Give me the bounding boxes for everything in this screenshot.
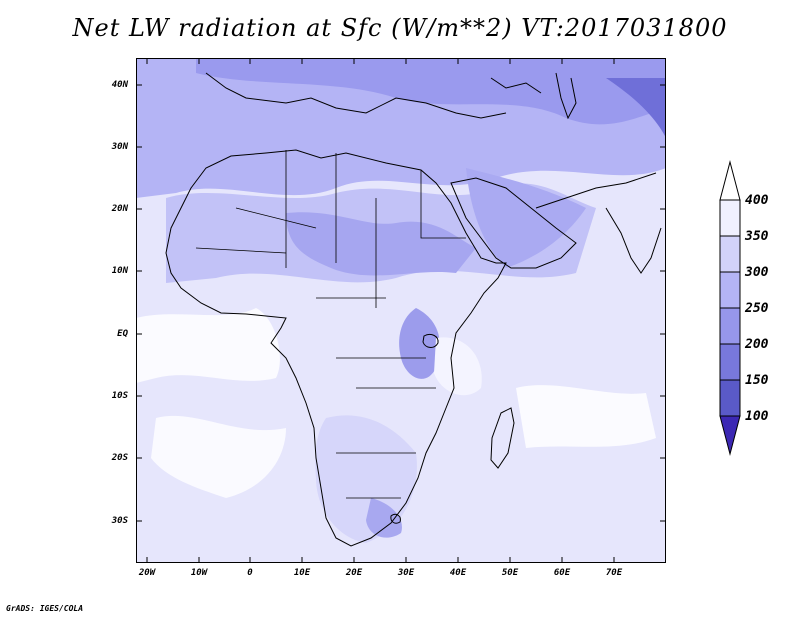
colorbar-swatch	[719, 271, 741, 309]
madagascar-outline	[490, 407, 515, 469]
x-tick-label: 0	[247, 568, 253, 578]
x-tick-label: 20W	[138, 568, 156, 578]
y-tick-label: 30S	[111, 516, 128, 526]
field-east-africa-clear	[434, 337, 482, 396]
india-coast	[605, 207, 662, 274]
y-tick-label: 10N	[111, 266, 128, 276]
arabia-outline	[450, 177, 577, 269]
colorbar-swatch	[719, 307, 741, 345]
x-tick-label: 20E	[345, 568, 363, 578]
colorbar-top-arrow	[719, 160, 741, 201]
x-tick-label: 10E	[293, 568, 311, 578]
legend-label: 200	[745, 337, 769, 352]
colorbar-bottom-arrow	[719, 415, 741, 456]
field-sahel-dark	[286, 212, 476, 276]
black-sea-coast	[490, 77, 542, 94]
map-svg	[136, 58, 666, 563]
legend-label: 350	[745, 229, 769, 244]
legend-label: 250	[745, 301, 769, 316]
country-borders	[195, 150, 466, 499]
field-atlantic-clear	[136, 308, 280, 383]
y-tick-label: 30N	[111, 142, 128, 152]
field-himalaya-dark	[606, 78, 666, 138]
legend-label: 150	[745, 373, 769, 388]
x-tick-label: 10W	[190, 568, 208, 578]
map-frame	[136, 58, 666, 563]
legend-label: 400	[745, 193, 769, 208]
x-tick-label: 40E	[449, 568, 467, 578]
y-tick-label: 20N	[111, 204, 128, 214]
legend-label: 300	[745, 265, 769, 280]
colorbar-swatch	[719, 199, 741, 237]
grads-credit: GrADS: IGES/COLA	[6, 604, 84, 613]
axis-ticks	[136, 58, 666, 563]
y-tick-label: 20S	[111, 453, 128, 463]
y-tick-label: EQ	[117, 329, 128, 339]
africa-outline	[165, 149, 507, 547]
chart-title: Net LW radiation at Sfc (W/m**2) VT:2017…	[72, 14, 728, 42]
europe-coast	[205, 72, 507, 119]
coastlines	[165, 72, 662, 547]
legend-label: 100	[745, 409, 769, 424]
colorbar	[719, 160, 741, 456]
x-tick-label: 70E	[605, 568, 623, 578]
field-greatlakes	[399, 308, 440, 379]
x-tick-label: 30E	[397, 568, 415, 578]
caspian-coast	[555, 72, 577, 120]
colorbar-swatch	[719, 235, 741, 273]
field-highveld	[366, 498, 402, 538]
field-med-dark	[196, 58, 666, 125]
y-tick-label: 10S	[111, 391, 128, 401]
lesotho-outline	[390, 513, 401, 524]
y-tick-label: 40N	[111, 80, 128, 90]
x-tick-label: 60E	[553, 568, 571, 578]
field-indian-clear	[516, 385, 656, 448]
field-arabia	[466, 168, 586, 268]
colorbar-swatch	[719, 379, 741, 417]
iran-coast	[535, 172, 657, 209]
x-tick-label: 50E	[501, 568, 519, 578]
lake-victoria	[422, 333, 439, 348]
field-south-atlantic-clear	[151, 415, 286, 498]
colorbar-swatch	[719, 343, 741, 381]
map-panel	[136, 58, 666, 563]
